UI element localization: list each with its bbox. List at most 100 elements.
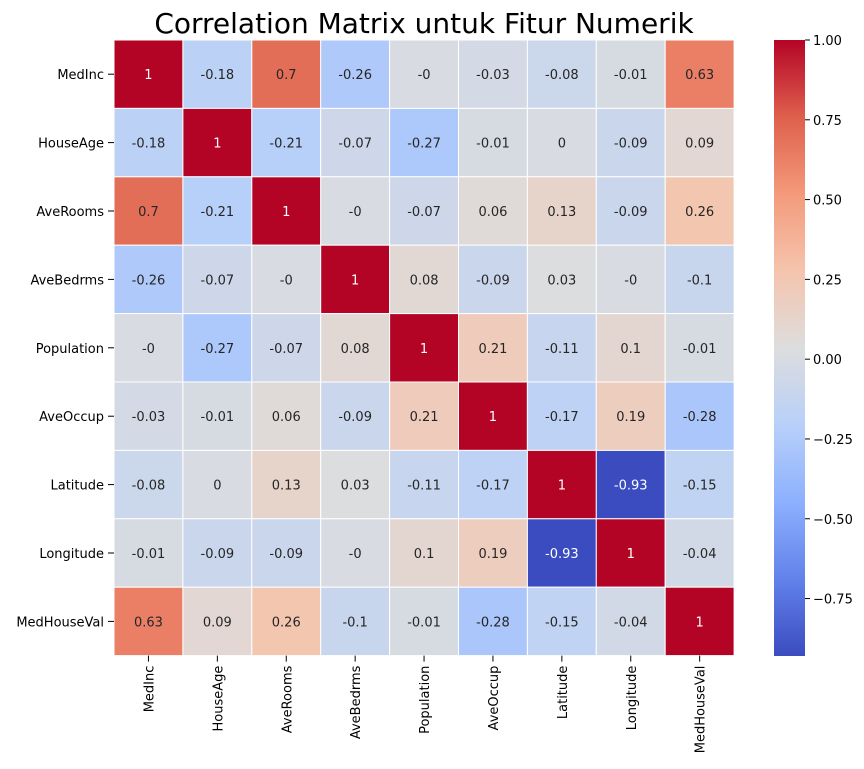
heatmap-cell-longitude-aveoccup bbox=[458, 518, 528, 588]
colorbar-gradient bbox=[774, 40, 805, 656]
cell-value-label: -0.01 bbox=[476, 137, 510, 152]
cell-value-label: -0.07 bbox=[338, 137, 372, 152]
heatmap-cell-avebedrms-medhouseval bbox=[664, 244, 735, 315]
cell-value-label: -0.27 bbox=[201, 342, 235, 357]
cell-value-label: 1 bbox=[351, 273, 359, 288]
cell-value-label: -0 bbox=[280, 273, 293, 288]
cell-value-label: -0.21 bbox=[201, 205, 235, 220]
heatmap-cell-averooms-avebedrms bbox=[320, 176, 391, 246]
cell-value-label: -0.03 bbox=[132, 410, 166, 425]
cell-value-label: -0 bbox=[624, 273, 637, 288]
x-tick-label: Population bbox=[418, 666, 433, 734]
heatmap-cell-population-medinc bbox=[113, 313, 184, 383]
colorbar-tick-label: 0.00 bbox=[813, 353, 842, 368]
cell-value-label: -0.07 bbox=[201, 273, 235, 288]
y-tick-label: AveBedrms bbox=[30, 273, 104, 288]
heatmap-cells: 1 -0.18 0.7 -0.26 -0 -0.03 -0.08 -0.01 0.63 -0.18… bbox=[113, 39, 735, 657]
colorbar-tick-label: −0.25 bbox=[813, 433, 853, 448]
cell-value-label: -0.11 bbox=[545, 342, 579, 357]
heatmap-cell-medinc-houseage bbox=[182, 39, 253, 109]
cell-value-label: -0.07 bbox=[407, 205, 441, 220]
cell-value-label: 1 bbox=[696, 615, 704, 630]
heatmap-cell-latitude-houseage bbox=[182, 449, 253, 520]
heatmap-cell-latitude-medinc bbox=[113, 449, 184, 520]
cell-value-label: 0.06 bbox=[272, 410, 301, 425]
heatmap-cell-averooms-population bbox=[389, 176, 460, 246]
x-tick-label: AveRooms bbox=[280, 665, 295, 733]
y-tick-label: AveOccup bbox=[39, 410, 104, 425]
cell-value-label: 0.06 bbox=[478, 205, 507, 220]
y-tick-label: Latitude bbox=[50, 479, 104, 494]
cell-value-label: -0 bbox=[142, 342, 155, 357]
cell-value-label: -0.26 bbox=[132, 273, 166, 288]
cell-value-label: -0.15 bbox=[545, 615, 579, 630]
colorbar-tick-label: 0.75 bbox=[813, 114, 842, 129]
y-tick-label: HouseAge bbox=[38, 137, 104, 152]
heatmap-cell-medhouseval-averooms bbox=[251, 586, 322, 657]
cell-value-label: 0.09 bbox=[685, 137, 714, 152]
heatmap-cell-longitude-latitude bbox=[526, 518, 597, 588]
heatmap-cell-medinc-medinc bbox=[113, 39, 184, 109]
heatmap-cell-population-avebedrms bbox=[320, 313, 391, 383]
x-tick-label: Latitude bbox=[556, 666, 571, 720]
cell-value-label: -0.08 bbox=[545, 68, 579, 83]
cell-value-label: 1 bbox=[489, 410, 497, 425]
heatmap-cell-population-latitude bbox=[526, 313, 597, 383]
cell-value-label: -0.93 bbox=[614, 479, 648, 494]
cell-value-label: -0.93 bbox=[545, 547, 579, 562]
heatmap-cell-medinc-aveoccup bbox=[458, 39, 528, 109]
x-axis-tick-labels: MedInc HouseAge AveRooms AveBedrms Populatio… bbox=[142, 655, 709, 754]
x-tick-label: Longitude bbox=[625, 666, 640, 731]
heatmap-cell-averooms-averooms bbox=[251, 176, 322, 246]
cell-value-label: -0.01 bbox=[132, 547, 166, 562]
heatmap-cell-avebedrms-houseage bbox=[182, 244, 253, 315]
cell-value-label: 0.1 bbox=[414, 547, 435, 562]
x-tick-label: AveBedrms bbox=[349, 665, 364, 739]
cell-value-label: -0.27 bbox=[407, 137, 441, 152]
heatmap-cell-averooms-medhouseval bbox=[664, 176, 735, 246]
cell-value-label: 1 bbox=[420, 342, 428, 357]
cell-value-label: 0.19 bbox=[478, 547, 507, 562]
heatmap-cell-longitude-population bbox=[389, 518, 460, 588]
cell-value-label: -0.04 bbox=[683, 547, 717, 562]
cell-value-label: -0.01 bbox=[614, 68, 648, 83]
y-tick-label: AveRooms bbox=[36, 205, 104, 220]
cell-value-label: -0 bbox=[349, 547, 362, 562]
cell-value-label: 0.26 bbox=[685, 205, 714, 220]
x-tick-label: MedInc bbox=[142, 666, 157, 713]
cell-value-label: 0.63 bbox=[685, 68, 714, 83]
heatmap-cell-aveoccup-houseage bbox=[182, 381, 253, 451]
colorbar: 1.00 0.75 0.50 0.25 0.00 −0.25 −0.50 −0.75 bbox=[774, 34, 853, 656]
heatmap-cell-population-aveoccup bbox=[458, 313, 528, 383]
cell-value-label: -0.01 bbox=[407, 615, 441, 630]
cell-value-label: 1 bbox=[213, 137, 221, 152]
heatmap-cell-longitude-averooms bbox=[251, 518, 322, 588]
cell-value-label: 0 bbox=[558, 137, 566, 152]
heatmap-cell-aveoccup-avebedrms bbox=[320, 381, 391, 451]
cell-value-label: 0.03 bbox=[341, 479, 370, 494]
cell-value-label: 0.08 bbox=[341, 342, 370, 357]
cell-value-label: -0.21 bbox=[269, 137, 303, 152]
cell-value-label: 0.21 bbox=[410, 410, 439, 425]
x-tick-label: MedHouseVal bbox=[694, 666, 709, 754]
cell-value-label: -0.18 bbox=[201, 68, 235, 83]
heatmap-cell-houseage-medhouseval bbox=[664, 107, 735, 178]
heatmap-cell-medhouseval-aveoccup bbox=[458, 586, 528, 657]
colorbar-tick-label: 1.00 bbox=[813, 34, 842, 49]
cell-value-label: -0.09 bbox=[614, 205, 648, 220]
cell-value-label: -0.01 bbox=[683, 342, 717, 357]
y-axis-tick-labels: MedInc HouseAge AveRooms AveBedrms Populatio… bbox=[16, 68, 114, 630]
cell-value-label: 1 bbox=[558, 479, 566, 494]
y-tick-label: Population bbox=[36, 342, 104, 357]
cell-value-label: -0.09 bbox=[338, 410, 372, 425]
cell-value-label: -0 bbox=[418, 68, 431, 83]
cell-value-label: -0.1 bbox=[342, 615, 367, 630]
cell-value-label: -0.28 bbox=[683, 410, 717, 425]
heatmap-cell-medhouseval-houseage bbox=[182, 586, 253, 657]
heatmap-cell-aveoccup-averooms bbox=[251, 381, 322, 451]
colorbar-tick-label: −0.75 bbox=[813, 593, 853, 608]
heatmap-cell-aveoccup-medhouseval bbox=[664, 381, 735, 451]
cell-value-label: 0.1 bbox=[620, 342, 641, 357]
cell-value-label: -0.28 bbox=[476, 615, 510, 630]
